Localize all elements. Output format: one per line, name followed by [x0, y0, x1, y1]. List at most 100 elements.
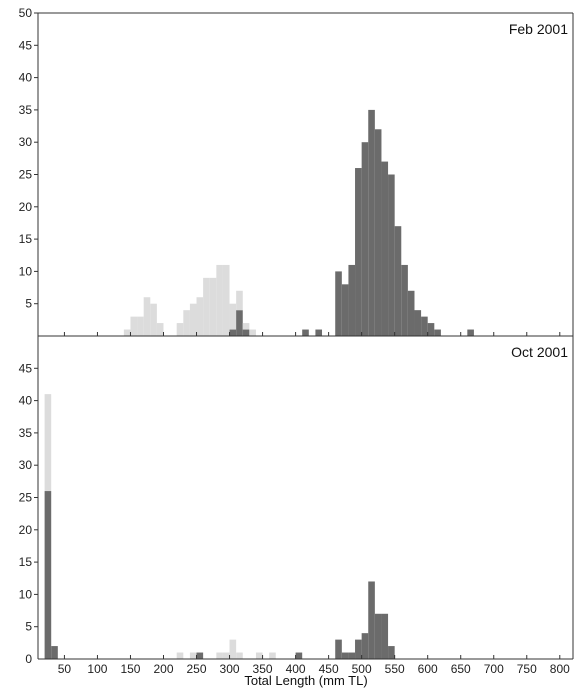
x-tick-label: 200: [153, 662, 173, 676]
panel-2-bar-dark: [196, 652, 204, 659]
panel-1-bar-light: [176, 323, 184, 336]
panel-1-bar-dark: [335, 271, 342, 336]
panel-1-bar-light: [203, 277, 210, 336]
panel-1-y-tick-label: 35: [19, 103, 33, 117]
x-tick-label: 350: [253, 662, 273, 676]
panel-2-title: Oct 2001: [511, 344, 568, 360]
panel-2-bar-dark: [51, 646, 58, 659]
panel-1-bar-light: [196, 297, 204, 336]
panel-1-bar-light: [143, 297, 151, 336]
panel-1-y-tick-label: 45: [19, 38, 33, 52]
x-tick-label: 550: [385, 662, 405, 676]
panel-1-bar-dark: [302, 329, 309, 336]
x-tick-label: 300: [220, 662, 240, 676]
panel-1-bar-light: [249, 329, 256, 336]
panel-1-bar-light: [222, 264, 230, 336]
x-tick-label: 50: [58, 662, 72, 676]
panel-1-bar-light: [209, 277, 217, 336]
panel-2-y-tick-label: 10: [19, 587, 33, 601]
panel-1-bar-dark: [341, 284, 349, 336]
panel-2-bar-dark: [44, 491, 52, 659]
x-tick-label: 600: [418, 662, 438, 676]
panel-1-bar-dark: [381, 161, 389, 336]
panel-1-y-tick-label: 15: [19, 232, 33, 246]
panel-1-bar-dark: [401, 264, 408, 336]
panel-1-bar-dark: [236, 310, 243, 336]
x-tick-label: 750: [517, 662, 537, 676]
panel-2-y-tick-label: 25: [19, 491, 33, 505]
panel-1-bar-light: [189, 303, 197, 336]
x-tick-label: 250: [187, 662, 207, 676]
panel-1-bar-dark: [427, 323, 435, 336]
panel-1-y-tick-label: 40: [19, 71, 33, 85]
panel-1-y-tick-label: 50: [19, 6, 33, 20]
panel-2-bar-light: [229, 639, 237, 659]
panel-1-bar-dark: [368, 109, 375, 337]
panel-1-bar-light: [137, 316, 144, 336]
x-axis-label: Total Length (mm TL): [244, 673, 367, 688]
panel-2-bar-dark: [368, 581, 375, 659]
panel-1-bar-dark: [229, 329, 237, 336]
x-tick-label: 100: [87, 662, 107, 676]
panel-1-bar-dark: [434, 329, 441, 336]
panel-1-bar-dark: [421, 316, 428, 336]
panel-1-bar-dark: [394, 226, 402, 336]
panel-1-y-tick-label: 5: [25, 297, 32, 311]
x-tick-label: 800: [550, 662, 570, 676]
x-tick-label: 450: [319, 662, 339, 676]
panel-2-bar-light: [216, 652, 223, 659]
panel-2-bar-dark: [361, 633, 369, 659]
panel-2-bar-dark: [335, 639, 342, 659]
panel-1-bar-light: [150, 303, 157, 336]
panel-1-bar-light: [156, 323, 164, 336]
x-tick-label: 700: [484, 662, 504, 676]
x-tick-label: 650: [451, 662, 471, 676]
panel-1-bar-dark: [414, 310, 422, 336]
panel-2-bar-light: [189, 652, 197, 659]
panel-1-bar-dark: [374, 129, 382, 336]
panel-2-y-tick-label: 45: [19, 361, 33, 375]
panel-1-bar-light: [123, 329, 131, 336]
panel-1-bar-dark: [407, 290, 415, 336]
panel-2-y-tick-label: 5: [25, 620, 32, 634]
panel-2-y-tick-label: 0: [25, 652, 32, 666]
panel-2-bar-light: [269, 652, 276, 659]
panel-1-bar-dark: [315, 329, 323, 336]
panel-1-y-tick-label: 25: [19, 168, 33, 182]
panel-1-bar-dark: [348, 264, 356, 336]
panel-2-bar-light: [176, 652, 184, 659]
panel-2-bar-light: [222, 652, 230, 659]
panel-1-bar-dark: [355, 168, 362, 336]
panel-2-y-tick-label: 35: [19, 426, 33, 440]
panel-1-bar-dark: [242, 329, 250, 336]
panel-1-title: Feb 2001: [509, 21, 568, 37]
panel-2-bar-dark: [348, 652, 356, 659]
panel-1-bar-light: [183, 310, 190, 336]
panel-2-bar-dark: [374, 613, 382, 659]
panel-2-bar-light: [44, 394, 52, 492]
panel-2-y-tick-label: 40: [19, 394, 33, 408]
x-tick-label: 150: [120, 662, 140, 676]
panel-1-y-tick-label: 10: [19, 264, 33, 278]
x-tick-label: 400: [286, 662, 306, 676]
panel-2-y-tick-label: 30: [19, 458, 33, 472]
panel-2-y-tick-label: 15: [19, 555, 33, 569]
panel-2-bar-dark: [341, 652, 349, 659]
panel-2-bar-dark: [355, 639, 362, 659]
panel-2-bar-light: [255, 652, 263, 659]
panel-1-bar-dark: [467, 329, 474, 336]
panel-1-y-tick-label: 30: [19, 135, 33, 149]
panel-1-y-tick-label: 20: [19, 200, 33, 214]
panel-2-bar-light: [236, 652, 243, 659]
panel-1-bar-light: [216, 264, 223, 336]
panel-2-bar-dark: [388, 646, 395, 659]
panel-2-y-tick-label: 20: [19, 523, 33, 537]
panel-1-bar-light: [130, 316, 138, 336]
panel-1-bar-light: [242, 323, 250, 330]
panel-2-bar-dark: [295, 652, 303, 659]
panel-1-bar-light: [229, 303, 237, 330]
panel-2-bar-dark: [381, 613, 389, 659]
panel-1-bar-dark: [388, 174, 395, 336]
panel-1-bar-light: [236, 290, 243, 311]
